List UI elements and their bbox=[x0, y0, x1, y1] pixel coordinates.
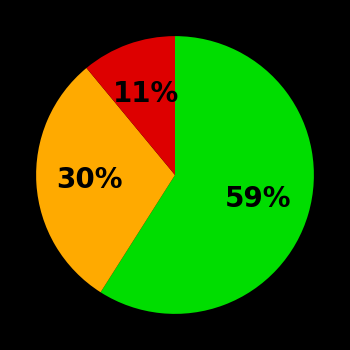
Text: 59%: 59% bbox=[224, 185, 291, 213]
Text: 11%: 11% bbox=[113, 80, 179, 108]
Wedge shape bbox=[100, 36, 314, 314]
Wedge shape bbox=[36, 68, 175, 292]
Wedge shape bbox=[86, 36, 175, 175]
Text: 30%: 30% bbox=[56, 166, 122, 194]
